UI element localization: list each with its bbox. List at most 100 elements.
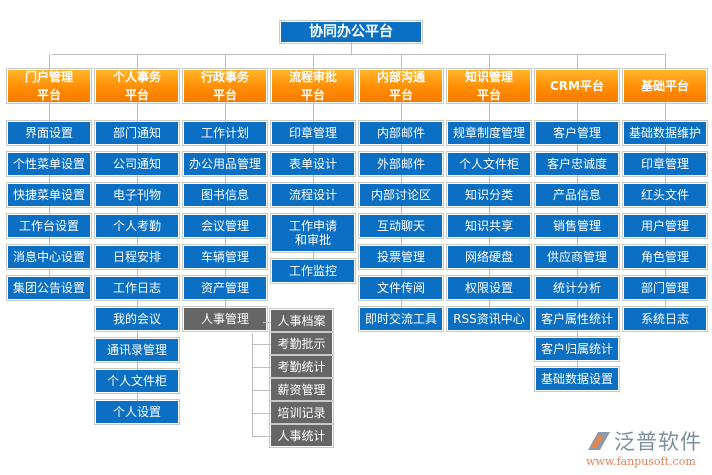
menu-item[interactable]: 日程安排 bbox=[94, 244, 180, 270]
menu-item[interactable]: 人事管理 bbox=[182, 306, 268, 332]
menu-item[interactable]: 红头文件 bbox=[622, 182, 708, 208]
connector-line bbox=[313, 251, 314, 260]
menu-item[interactable]: 个性菜单设置 bbox=[6, 151, 92, 177]
menu-item[interactable]: 客户属性统计 bbox=[534, 306, 620, 332]
menu-item[interactable]: 工作日志 bbox=[94, 275, 180, 301]
connector-line bbox=[577, 144, 578, 153]
connector-line bbox=[665, 237, 666, 246]
connector-line bbox=[577, 299, 578, 308]
menu-item[interactable]: 基础数据设置 bbox=[534, 366, 620, 392]
connector-line bbox=[137, 392, 138, 401]
column-header: 内部沟通 平台 bbox=[358, 68, 444, 104]
fanpu-logo: 泛普软件 www.fanpusoft.com bbox=[584, 426, 709, 471]
menu-item[interactable]: 工作监控 bbox=[270, 258, 356, 284]
connector-line bbox=[665, 102, 666, 122]
connector-line bbox=[225, 299, 226, 308]
hr-submenu-item[interactable]: 考勤批示 bbox=[269, 331, 334, 356]
connector-line bbox=[49, 54, 50, 70]
menu-item[interactable]: 印章管理 bbox=[622, 151, 708, 177]
menu-item[interactable]: 工作申请 和审批 bbox=[270, 213, 356, 253]
menu-item[interactable]: 统计分析 bbox=[534, 275, 620, 301]
hr-submenu-item[interactable]: 薪资管理 bbox=[269, 377, 334, 402]
menu-item[interactable]: 供应商管理 bbox=[534, 244, 620, 270]
root-title: 协同办公平台 bbox=[279, 20, 423, 44]
menu-item[interactable]: 客户管理 bbox=[534, 120, 620, 146]
menu-item[interactable]: 即时交流工具 bbox=[358, 306, 444, 332]
menu-item[interactable]: 工作台设置 bbox=[6, 213, 92, 239]
menu-item[interactable]: 图书信息 bbox=[182, 182, 268, 208]
connector-line bbox=[665, 144, 666, 153]
column-header: CRM平台 bbox=[534, 68, 620, 104]
hr-submenu-item[interactable]: 培训记录 bbox=[269, 400, 334, 425]
menu-item[interactable]: 知识共享 bbox=[446, 213, 532, 239]
connector-line bbox=[665, 268, 666, 277]
menu-item[interactable]: 系统日志 bbox=[622, 306, 708, 332]
menu-item[interactable]: 规章制度管理 bbox=[446, 120, 532, 146]
menu-item[interactable]: 角色管理 bbox=[622, 244, 708, 270]
menu-item[interactable]: 个人文件柜 bbox=[446, 151, 532, 177]
connector-line bbox=[137, 268, 138, 277]
menu-item[interactable]: 客户忠诚度 bbox=[534, 151, 620, 177]
menu-item[interactable]: 内部邮件 bbox=[358, 120, 444, 146]
connector-line bbox=[489, 175, 490, 184]
connector-line bbox=[137, 102, 138, 122]
menu-item[interactable]: 网络硬盘 bbox=[446, 244, 532, 270]
column-header: 知识管理 平台 bbox=[446, 68, 532, 104]
menu-item[interactable]: 会议管理 bbox=[182, 213, 268, 239]
menu-item[interactable]: 我的会议 bbox=[94, 306, 180, 332]
menu-item[interactable]: 印章管理 bbox=[270, 120, 356, 146]
connector-line bbox=[401, 206, 402, 215]
connector-line bbox=[225, 237, 226, 246]
connector-line bbox=[225, 54, 226, 70]
menu-item[interactable]: 办公用品管理 bbox=[182, 151, 268, 177]
hr-submenu-item[interactable]: 人事档案 bbox=[269, 308, 334, 333]
connector-line bbox=[137, 237, 138, 246]
menu-item[interactable]: 知识分类 bbox=[446, 182, 532, 208]
menu-item[interactable]: 界面设置 bbox=[6, 120, 92, 146]
menu-item[interactable]: 车辆管理 bbox=[182, 244, 268, 270]
menu-item[interactable]: 部门管理 bbox=[622, 275, 708, 301]
connector-line bbox=[577, 237, 578, 246]
connector-line bbox=[225, 206, 226, 215]
menu-item[interactable]: 投票管理 bbox=[358, 244, 444, 270]
menu-item[interactable]: 表单设计 bbox=[270, 151, 356, 177]
column-header: 基础平台 bbox=[622, 68, 708, 104]
menu-item[interactable]: 用户管理 bbox=[622, 213, 708, 239]
menu-item[interactable]: 集团公告设置 bbox=[6, 275, 92, 301]
column-header: 流程审批 平台 bbox=[270, 68, 356, 104]
menu-item[interactable]: 外部邮件 bbox=[358, 151, 444, 177]
column-header: 行政事务 平台 bbox=[182, 68, 268, 104]
menu-item[interactable]: 权限设置 bbox=[446, 275, 532, 301]
menu-item[interactable]: 个人考勤 bbox=[94, 213, 180, 239]
menu-item[interactable]: 产品信息 bbox=[534, 182, 620, 208]
menu-item[interactable]: 互动聊天 bbox=[358, 213, 444, 239]
menu-item[interactable]: 部门通知 bbox=[94, 120, 180, 146]
menu-item[interactable]: 个人设置 bbox=[94, 399, 180, 425]
connector-line bbox=[49, 102, 50, 122]
hr-submenu-item[interactable]: 人事统计 bbox=[269, 423, 334, 448]
menu-item[interactable]: 公司通知 bbox=[94, 151, 180, 177]
hr-submenu-item[interactable]: 考勤统计 bbox=[269, 354, 334, 379]
connector-line bbox=[351, 42, 352, 55]
menu-item[interactable]: 电子刊物 bbox=[94, 182, 180, 208]
menu-item[interactable]: 工作计划 bbox=[182, 120, 268, 146]
menu-item[interactable]: 销售管理 bbox=[534, 213, 620, 239]
connector-line bbox=[252, 344, 271, 345]
menu-item[interactable]: 内部讨论区 bbox=[358, 182, 444, 208]
menu-item[interactable]: 基础数据维护 bbox=[622, 120, 708, 146]
menu-item[interactable]: 消息中心设置 bbox=[6, 244, 92, 270]
menu-item[interactable]: 客户归属统计 bbox=[534, 336, 620, 362]
connector-line bbox=[577, 330, 578, 338]
menu-item[interactable]: 通讯录管理 bbox=[94, 337, 180, 363]
menu-item[interactable]: 个人文件柜 bbox=[94, 368, 180, 394]
connector-line bbox=[313, 102, 314, 122]
connector-line bbox=[401, 54, 402, 70]
connector-line bbox=[665, 299, 666, 308]
menu-item[interactable]: 流程设计 bbox=[270, 182, 356, 208]
menu-item[interactable]: 文件传阅 bbox=[358, 275, 444, 301]
menu-item[interactable]: RSS资讯中心 bbox=[446, 306, 532, 332]
menu-item[interactable]: 快捷菜单设置 bbox=[6, 182, 92, 208]
connector-line bbox=[489, 102, 490, 122]
menu-item[interactable]: 资产管理 bbox=[182, 275, 268, 301]
